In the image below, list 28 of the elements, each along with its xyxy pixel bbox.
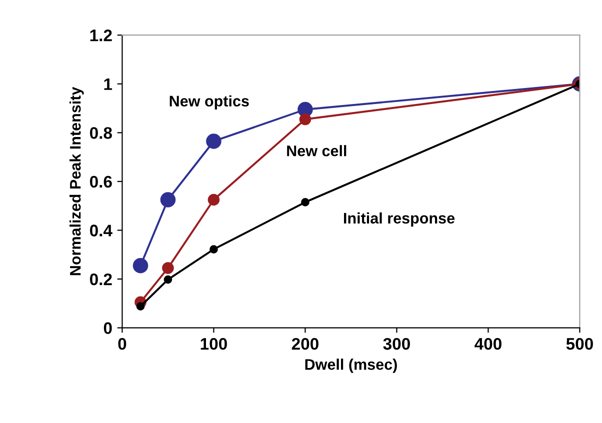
point bbox=[164, 275, 172, 284]
point bbox=[299, 113, 312, 126]
series-label: Initial response bbox=[344, 212, 455, 227]
y-tick-label: 0.6 bbox=[90, 176, 112, 188]
point bbox=[206, 134, 222, 149]
x-tick-label: 300 bbox=[383, 338, 410, 350]
point bbox=[162, 262, 174, 274]
y-tick-label: 1 bbox=[104, 78, 112, 90]
y-axis-title: Normalized Peak Intensity bbox=[70, 86, 84, 276]
point bbox=[301, 198, 310, 206]
series-label: New optics bbox=[170, 95, 249, 110]
point bbox=[208, 194, 220, 206]
y-tick-label: 0.2 bbox=[90, 273, 112, 286]
x-tick-label: 100 bbox=[200, 338, 227, 350]
point bbox=[136, 302, 145, 311]
x-tick-label: 200 bbox=[292, 338, 318, 350]
y-tick-label: 0.4 bbox=[90, 224, 112, 236]
y-tick-label: 0.8 bbox=[90, 127, 112, 139]
point bbox=[160, 192, 176, 208]
point bbox=[210, 245, 218, 254]
x-tick-label: 0 bbox=[118, 338, 126, 350]
x-axis-title: Dwell (msec) bbox=[305, 358, 397, 373]
point bbox=[132, 258, 148, 274]
x-tick-label: 400 bbox=[474, 338, 502, 350]
series-label: New cell bbox=[287, 145, 346, 156]
x-tick-label: 500 bbox=[566, 338, 593, 350]
y-tick-label: 1.2 bbox=[90, 30, 112, 42]
y-tick-label: 0 bbox=[104, 322, 112, 334]
